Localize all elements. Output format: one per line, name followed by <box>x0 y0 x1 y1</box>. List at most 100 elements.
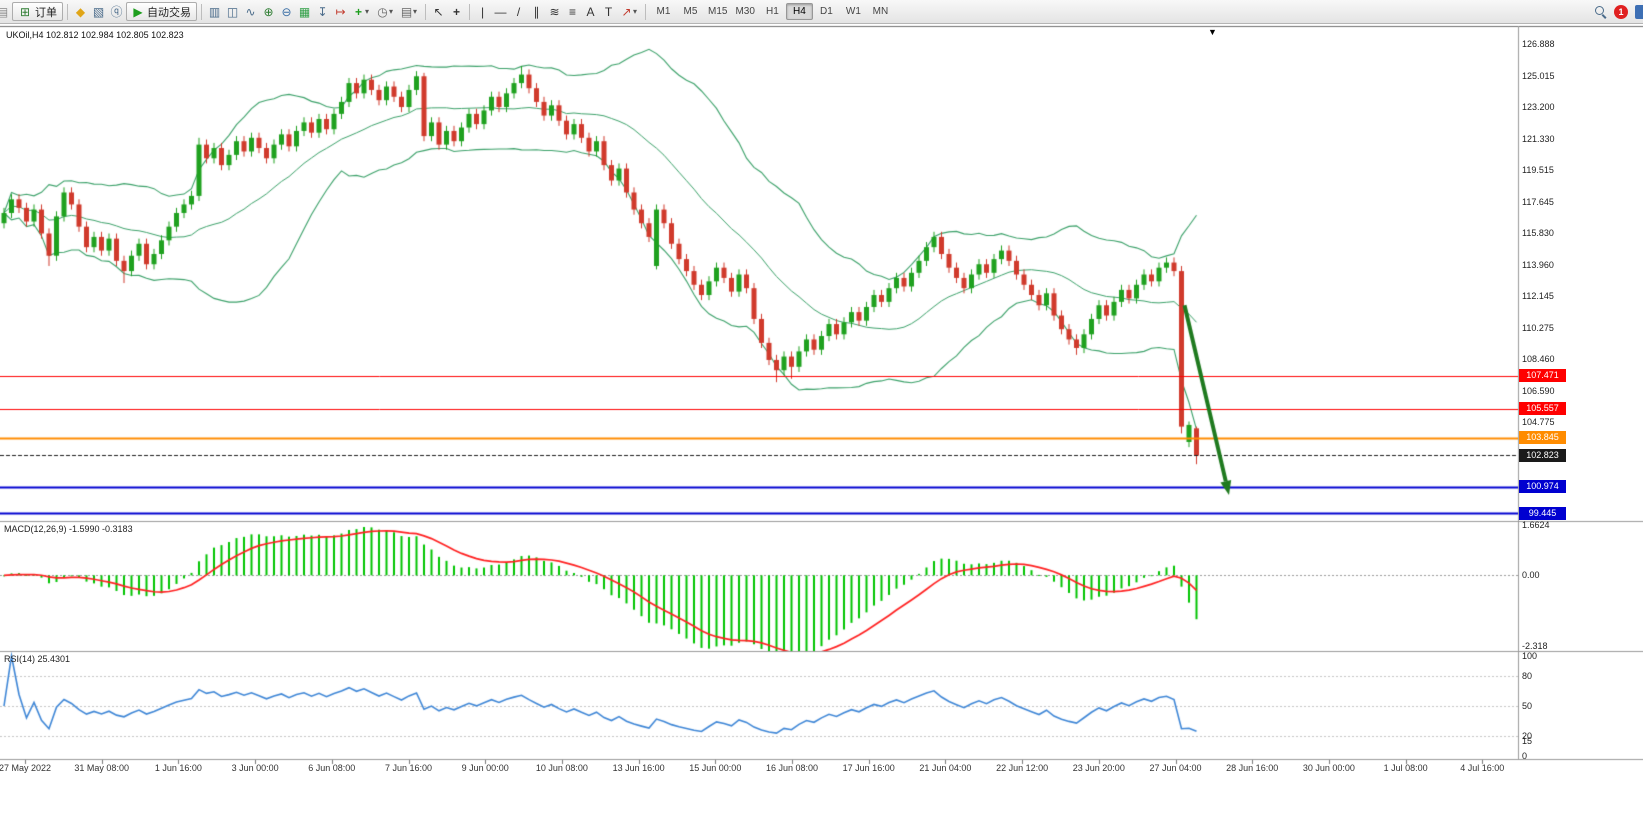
rsi-scale-label: 80 <box>1522 671 1533 681</box>
chevron-down-icon[interactable]: ▾ <box>365 7 370 16</box>
price-tag: 105.557 <box>1519 402 1566 416</box>
time-axis-label: 21 Jun 04:00 <box>919 763 972 773</box>
toolbar-right: 1 <box>1594 4 1643 19</box>
autotrading-play-icon: ▶ <box>133 4 143 19</box>
macd-scale-label: 1.6624 <box>1522 519 1550 530</box>
scroll-to-end-marker[interactable]: ▼ <box>1208 27 1217 37</box>
crosshair-icon[interactable]: + <box>452 4 460 19</box>
time-axis-label: 3 Jun 00:00 <box>231 763 279 773</box>
text-label-tool-icon[interactable]: T <box>604 4 613 19</box>
timeframe-d1[interactable]: D1 <box>820 6 833 17</box>
autotrading-button[interactable]: ▶ 自动交易 <box>126 2 197 21</box>
search-icon[interactable] <box>1594 5 1607 18</box>
periods-icon[interactable]: ◷ <box>377 4 388 19</box>
time-axis-label: 30 Jun 00:00 <box>1302 763 1355 773</box>
channel-tool-icon[interactable]: ∥ <box>533 4 540 19</box>
text-tool-icon[interactable]: A <box>586 4 595 19</box>
edge-partial-icon <box>1635 4 1643 19</box>
bar-chart-icon[interactable]: ▥ <box>208 4 221 19</box>
price-scale-label: 123.200 <box>1522 102 1555 113</box>
trendline-tool-icon[interactable]: / <box>516 4 521 19</box>
autotrading-label: 自动交易 <box>147 6 191 19</box>
timeframe-m30[interactable]: M30 <box>735 6 755 17</box>
cursor-icon[interactable]: ↖ <box>433 4 444 19</box>
chevron-down-icon[interactable]: ▾ <box>413 7 418 16</box>
price-scale-label: 115.830 <box>1522 227 1554 238</box>
toolbar-separator <box>645 3 646 20</box>
window-icon-partial: ▤ <box>0 4 9 19</box>
timeframe-h1[interactable]: H1 <box>766 6 779 17</box>
price-tag: 107.471 <box>1519 369 1566 383</box>
zoom-in-icon[interactable]: ⊕ <box>263 4 274 19</box>
price-scale-label: 110.275 <box>1522 322 1554 333</box>
time-axis-label: 16 Jun 08:00 <box>765 763 819 773</box>
price-scale-label: 125.015 <box>1522 71 1555 81</box>
rsi-scale-label: 15 <box>1522 736 1533 746</box>
timeframe-m1[interactable]: M1 <box>656 6 671 17</box>
timeframe-mn[interactable]: MN <box>872 6 889 17</box>
timeframe-w1[interactable]: W1 <box>845 6 861 17</box>
macd-scale-label: 0.00 <box>1522 570 1540 581</box>
new-order-label: 订单 <box>35 6 57 19</box>
new-order-icon: ⊞ <box>19 4 31 19</box>
time-axis-label: 15 Jun 00:00 <box>689 763 742 773</box>
notification-badge[interactable]: 1 <box>1614 4 1628 19</box>
price-tag: 100.974 <box>1519 480 1566 494</box>
metaquotes-icon[interactable]: ◆ <box>75 4 86 19</box>
community-icon[interactable]: ⓠ <box>110 4 123 19</box>
new-order-button[interactable]: ⊞ 订单 <box>12 2 63 21</box>
price-tag: 103.845 <box>1519 431 1566 445</box>
rsi-scale-label: 0 <box>1522 751 1528 761</box>
zoom-out-icon[interactable]: ⊖ <box>281 4 292 19</box>
tile-windows-icon[interactable]: ▦ <box>298 4 311 19</box>
horizontal-line-tool-icon[interactable]: — <box>494 4 507 19</box>
template-icon[interactable]: ▤ <box>400 4 413 19</box>
toolbar-separator <box>67 3 68 20</box>
macd-indicator-label: MACD(12,26,9) -1.5990 -0.3183 <box>4 524 133 534</box>
price-scale-label: 104.775 <box>1522 416 1555 427</box>
time-axis-label: 27 May 2022 <box>0 763 52 773</box>
timeframe-bar: M1 M5 M15 M30 H1 H4 D1 W1 MN <box>650 3 894 20</box>
time-axis-label: 1 Jun 16:00 <box>154 763 202 773</box>
shapes-tool-icon[interactable]: ≡ <box>568 4 576 19</box>
profile-chart-icon[interactable]: ▧ <box>92 4 105 19</box>
add-indicator-icon[interactable]: + <box>354 4 362 19</box>
vertical-line-tool-icon[interactable]: | <box>480 4 485 19</box>
symbol-ohlc-label: UKOil,H4 102.812 102.984 102.805 102.823 <box>6 30 184 40</box>
time-axis-label: 7 Jun 16:00 <box>384 763 433 773</box>
price-tag: 102.823 <box>1519 448 1566 462</box>
chart-shift-icon[interactable]: ↦ <box>335 4 346 19</box>
main-chart-canvas[interactable] <box>0 24 1643 814</box>
rsi-scale-label: 20 <box>1522 731 1533 741</box>
rsi-scale-label: 100 <box>1522 651 1538 661</box>
candlestick-chart-icon[interactable]: ◫ <box>226 4 239 19</box>
chart-window: UKOil,H4 102.812 102.984 102.805 102.823… <box>0 24 1643 814</box>
price-scale-label: 126.888 <box>1522 39 1555 49</box>
chevron-down-icon[interactable]: ▾ <box>389 7 394 16</box>
time-axis-label: 10 Jun 08:00 <box>535 763 588 773</box>
price-scale-label: 108.460 <box>1522 353 1555 364</box>
fibonacci-tool-icon[interactable]: ≋ <box>549 4 560 19</box>
chevron-down-icon[interactable]: ▾ <box>633 7 638 16</box>
time-axis-label: 27 Jun 04:00 <box>1149 763 1202 773</box>
time-axis-label: 22 Jun 12:00 <box>996 763 1049 773</box>
arrows-tool-icon[interactable]: ↗ <box>621 4 632 19</box>
timeframe-m15[interactable]: M15 <box>708 6 728 17</box>
time-axis-label: 4 Jul 16:00 <box>1460 763 1505 773</box>
rsi-indicator-label: RSI(14) 25.4301 <box>4 654 71 664</box>
timeframe-m5[interactable]: M5 <box>683 6 698 17</box>
price-scale-label: 113.960 <box>1522 259 1554 270</box>
toolbar-separator <box>425 3 426 20</box>
toolbar-separator <box>201 3 202 20</box>
time-axis-label: 9 Jun 00:00 <box>461 763 509 773</box>
rsi-scale-label: 50 <box>1522 701 1533 711</box>
price-tag: 99.445 <box>1519 506 1566 520</box>
time-axis-label: 31 May 08:00 <box>74 763 129 773</box>
time-axis-label: 6 Jun 08:00 <box>308 763 356 773</box>
auto-scroll-icon[interactable]: ↧ <box>317 4 328 19</box>
line-chart-icon[interactable]: ∿ <box>245 4 256 19</box>
price-scale-label: 117.645 <box>1522 196 1554 207</box>
time-axis-label: 23 Jun 20:00 <box>1072 763 1125 773</box>
price-scale-label: 112.145 <box>1522 290 1554 301</box>
timeframe-h4[interactable]: H4 <box>785 3 813 20</box>
